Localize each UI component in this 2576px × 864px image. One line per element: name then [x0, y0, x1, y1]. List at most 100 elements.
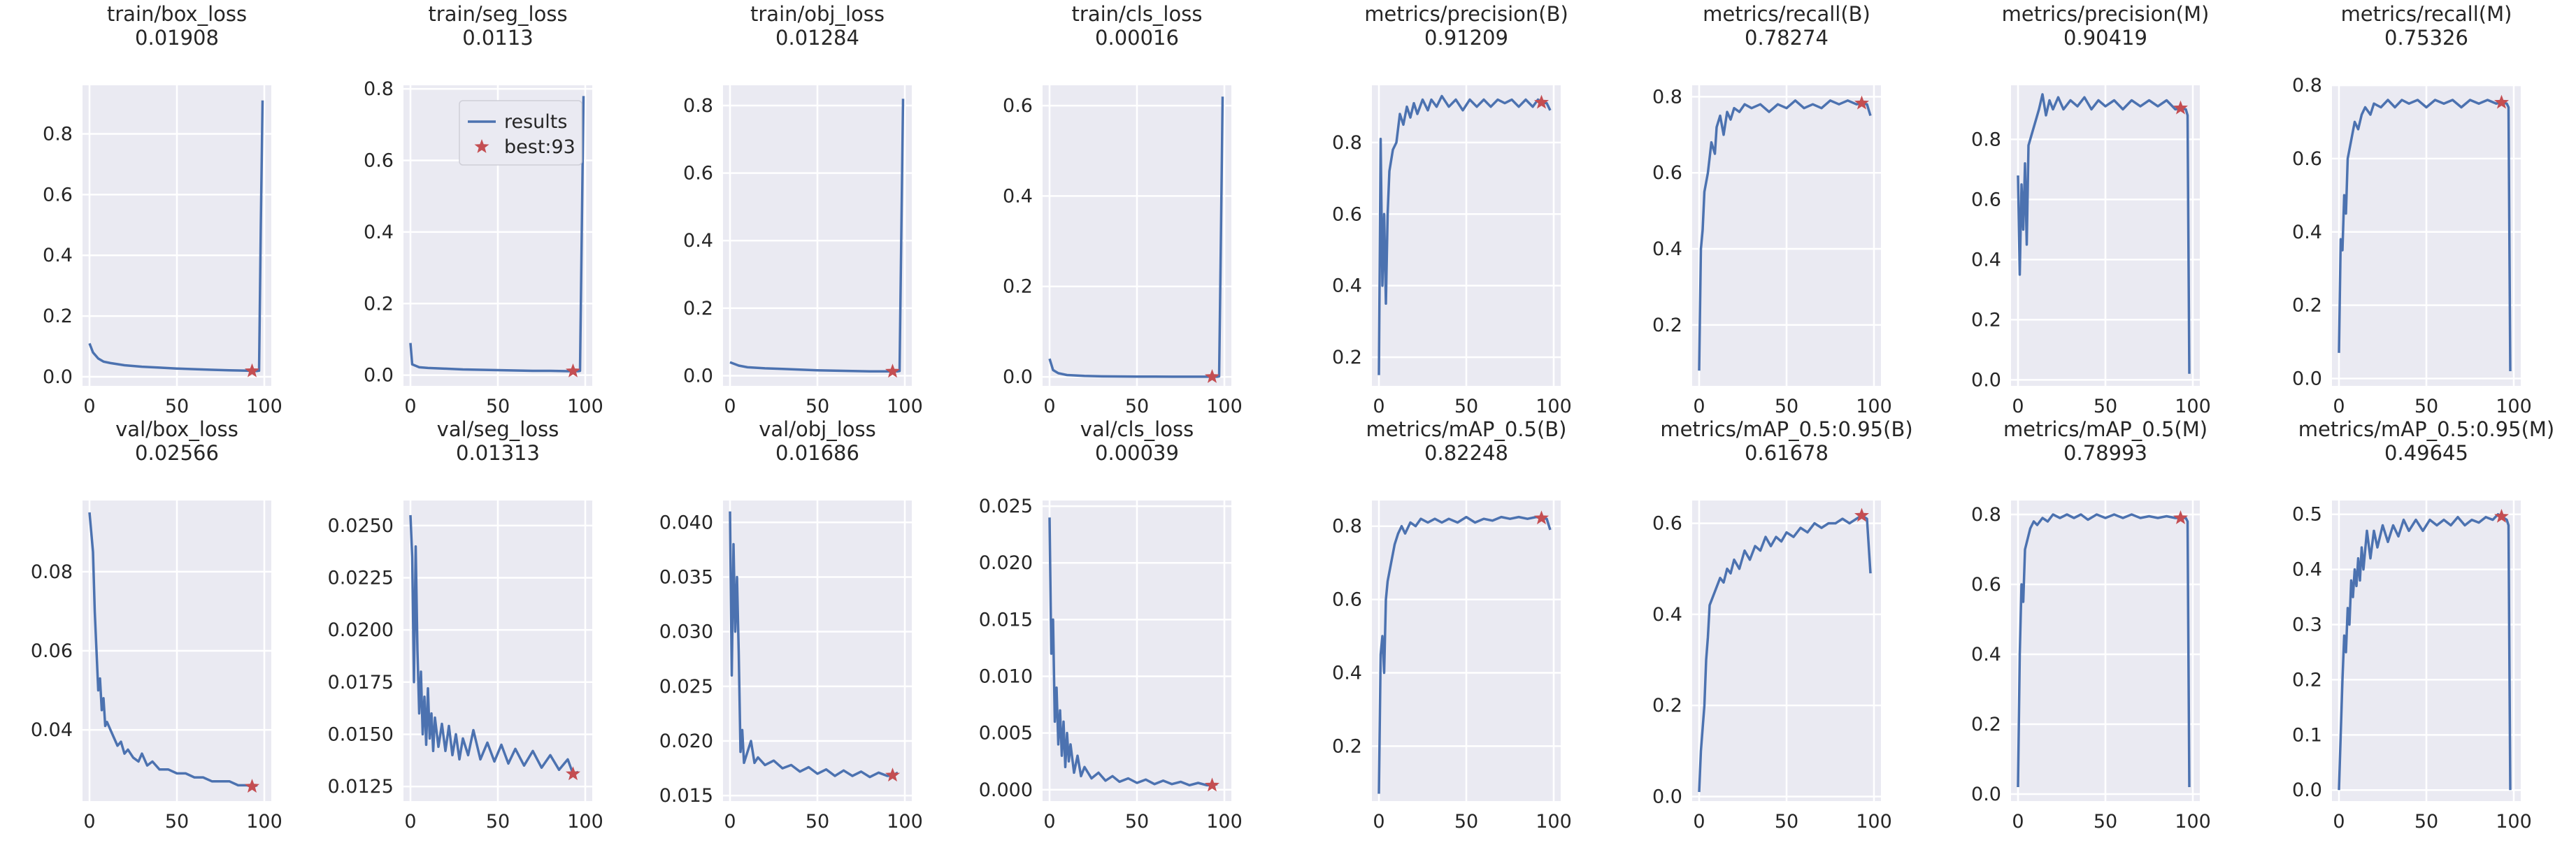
y-tick-label: 0.4	[1332, 275, 1362, 297]
x-tick-label: 0	[83, 396, 95, 417]
x-tick-label: 100	[1856, 396, 1892, 417]
y-tick-label: 0.2	[1652, 695, 1682, 717]
subplot: metrics/precision(B)0.91209 0 50 100 0.2 0.4 0…	[1332, 2, 1572, 417]
x-tick-label: 100	[567, 811, 603, 833]
x-tick-label: 0	[404, 811, 416, 833]
y-tick-label: 0.06	[31, 640, 73, 662]
x-tick-label: 0	[83, 811, 95, 833]
y-tick-label: 0.2	[43, 305, 73, 327]
x-tick-label: 50	[1775, 396, 1798, 417]
plot-value: 0.01284	[775, 26, 859, 50]
best-marker	[2494, 94, 2509, 109]
best-marker	[2173, 510, 2188, 524]
best-marker	[1205, 777, 1219, 792]
plot-value: 0.78274	[1745, 26, 1829, 50]
y-tick-label: 0.2	[1652, 315, 1682, 336]
x-tick-label: 100	[1206, 811, 1243, 833]
x-tick-label: 100	[1206, 396, 1243, 417]
best-marker	[1854, 95, 1869, 110]
y-tick-label: 0.6	[364, 150, 394, 172]
y-tick-label: 0.0	[2292, 779, 2322, 801]
best-marker	[1534, 94, 1549, 109]
x-tick-label: 50	[806, 396, 829, 417]
x-tick-label: 50	[2414, 811, 2438, 833]
subplot: metrics/mAP_0.5(B)0.82248 0 50 100 0.2 0.4 0.6…	[1332, 417, 1572, 833]
y-tick-label: 0.0	[1971, 369, 2001, 391]
plot-title: train/seg_loss	[428, 2, 567, 26]
series-line-results	[88, 100, 264, 373]
series-line-results	[729, 99, 905, 373]
x-tick-label: 100	[246, 811, 282, 833]
best-marker	[2173, 100, 2188, 115]
series-line-results	[1698, 514, 1872, 793]
y-tick-label: 0.0	[683, 366, 713, 387]
y-tick-label: 0.8	[1971, 129, 2001, 150]
y-tick-label: 0.0	[2292, 368, 2322, 390]
y-tick-label: 0.4	[1003, 185, 1033, 207]
y-tick-label: 0.8	[683, 95, 713, 117]
x-tick-label: 0	[1043, 396, 1055, 417]
legend-label-results: results	[504, 111, 567, 133]
x-tick-label: 50	[1454, 811, 1478, 833]
best-marker	[2494, 508, 2509, 523]
y-tick-label: 0.2	[1332, 347, 1362, 368]
series-line-results	[409, 514, 579, 775]
y-tick-label: 0.4	[43, 245, 73, 266]
best-marker	[566, 766, 580, 781]
plot-title: metrics/precision(B)	[1364, 2, 1568, 26]
y-tick-label: 0.5	[2292, 504, 2322, 526]
y-tick-label: 0.8	[2292, 75, 2322, 96]
y-tick-label: 0.8	[43, 123, 73, 145]
plot-title: metrics/recall(B)	[1703, 2, 1870, 26]
x-tick-label: 50	[165, 396, 189, 417]
subplot: metrics/mAP_0.5:0.95(M)0.49645 0 50 100 0.0 0…	[2292, 417, 2554, 833]
x-tick-label: 50	[486, 396, 510, 417]
x-tick-label: 0	[1373, 396, 1384, 417]
y-tick-label: 0.04	[31, 719, 73, 741]
x-tick-label: 0	[724, 811, 736, 833]
x-tick-label: 100	[1536, 811, 1572, 833]
y-tick-label: 0.2	[364, 293, 394, 315]
best-marker	[566, 363, 580, 377]
y-tick-label: 0.005	[979, 723, 1033, 744]
y-tick-label: 0.2	[1971, 714, 2001, 735]
plot-value: 0.0113	[462, 26, 533, 50]
series-line-results	[2017, 513, 2191, 788]
plot-value: 0.82248	[1424, 441, 1508, 465]
y-tick-label: 0.8	[1332, 516, 1362, 538]
x-tick-label: 100	[2175, 811, 2211, 833]
plot-value: 0.91209	[1424, 26, 1508, 50]
y-tick-label: 0.6	[1332, 203, 1362, 225]
x-tick-label: 50	[1125, 396, 1149, 417]
y-tick-label: 0.6	[1652, 162, 1682, 184]
x-tick-label: 50	[1775, 811, 1798, 833]
y-tick-label: 0.0150	[328, 723, 394, 745]
plot-title: train/obj_loss	[750, 2, 885, 26]
y-tick-label: 0.6	[1971, 574, 2001, 596]
y-tick-label: 0.020	[979, 552, 1033, 574]
y-tick-label: 0.0	[1003, 366, 1033, 388]
y-tick-label: 0.4	[2292, 559, 2322, 581]
y-tick-label: 0.0	[1971, 784, 2001, 805]
y-tick-label: 0.2	[683, 298, 713, 319]
y-tick-label: 0.6	[1003, 95, 1033, 117]
y-tick-label: 0.1	[2292, 724, 2322, 746]
plot-value: 0.02566	[135, 441, 219, 465]
subplot: metrics/mAP_0.5(M)0.78993 0 50 100 0.0 0.2 0.4…	[1971, 417, 2211, 833]
plot-value: 0.01908	[135, 26, 219, 50]
plot-value: 0.61678	[1745, 441, 1829, 465]
best-marker	[885, 768, 900, 782]
y-tick-label: 0.2	[1971, 309, 2001, 331]
y-tick-label: 0.4	[683, 230, 713, 252]
x-tick-label: 100	[2496, 396, 2532, 417]
x-tick-label: 50	[2094, 396, 2117, 417]
x-tick-label: 100	[2175, 396, 2211, 417]
x-tick-label: 100	[1536, 396, 1572, 417]
x-tick-label: 100	[246, 396, 282, 417]
series-line-results	[88, 512, 258, 788]
plot-value: 0.01313	[456, 441, 540, 465]
y-tick-label: 0.08	[31, 561, 73, 583]
